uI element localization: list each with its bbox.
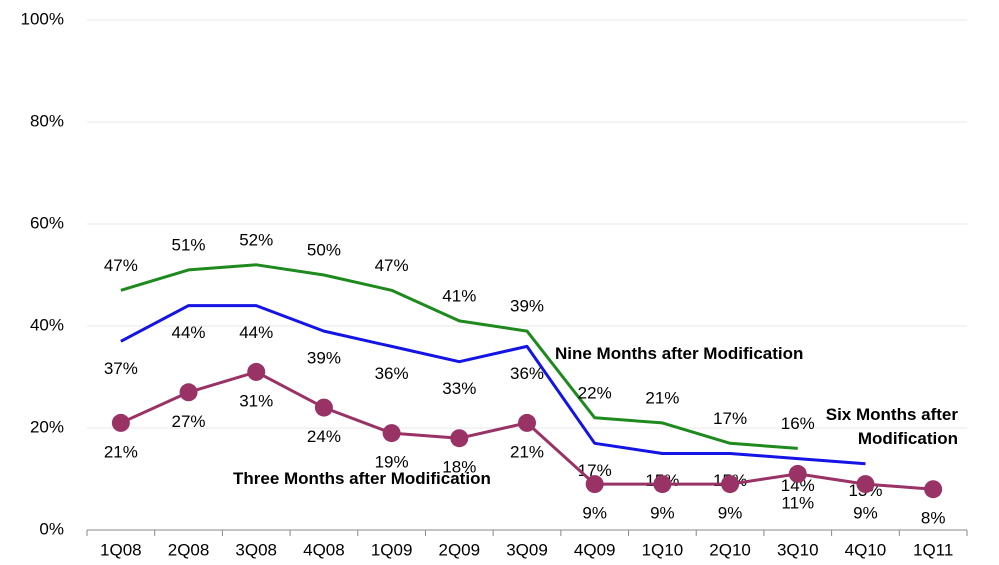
data-point — [314, 398, 333, 417]
data-label: 27% — [172, 412, 206, 431]
x-tick-label: 3Q09 — [506, 540, 548, 559]
data-label: 11% — [781, 493, 814, 512]
data-point — [111, 413, 130, 432]
series-line — [120, 304, 866, 466]
data-label: 36% — [375, 364, 409, 383]
data-label: 31% — [239, 391, 273, 410]
data-label: 41% — [442, 286, 476, 305]
data-point — [179, 383, 198, 402]
data-point — [788, 464, 807, 483]
data-point — [518, 413, 536, 432]
y-tick-label: 40% — [30, 315, 64, 334]
x-tick-label: 1Q10 — [642, 540, 684, 559]
data-label: 21% — [104, 442, 138, 461]
data-label: 51% — [172, 235, 206, 254]
data-label: 16% — [781, 414, 815, 433]
data-label: 39% — [510, 297, 544, 316]
data-label: 14% — [781, 476, 815, 495]
data-label: 19% — [375, 453, 409, 472]
series-label: Six Months after Modification — [825, 405, 958, 448]
data-label: 9% — [853, 504, 878, 523]
series-label: Nine Months after Modification — [555, 344, 804, 363]
data-label: 21% — [510, 442, 544, 461]
data-point — [585, 475, 604, 494]
data-point — [856, 475, 875, 494]
y-tick-label: 80% — [30, 111, 64, 130]
y-tick-label: 60% — [30, 213, 64, 232]
x-tick-label: 2Q09 — [439, 540, 481, 559]
data-label: 9% — [718, 504, 743, 523]
x-tick-label: 4Q10 — [845, 540, 887, 559]
data-label: 36% — [510, 364, 544, 383]
data-point — [247, 362, 266, 381]
data-label: 47% — [104, 256, 138, 275]
x-tick-label: 2Q08 — [168, 540, 210, 559]
x-tick-label: 2Q10 — [709, 540, 751, 559]
data-label: 8% — [921, 509, 946, 528]
data-point — [721, 475, 740, 494]
data-label: 22% — [578, 383, 612, 402]
data-point — [653, 475, 672, 494]
y-tick-label: 100% — [21, 9, 64, 28]
data-label: 21% — [645, 388, 679, 407]
x-tick-label: 4Q08 — [303, 540, 345, 559]
data-label: 9% — [650, 504, 675, 523]
data-label: 47% — [375, 256, 409, 275]
data-label: 50% — [307, 240, 341, 259]
x-tick-label: 1Q09 — [371, 540, 413, 559]
x-tick-label: 3Q10 — [777, 540, 819, 559]
series-line — [120, 263, 798, 450]
data-label: 37% — [104, 359, 138, 378]
data-point — [382, 424, 401, 443]
y-tick-label: 0% — [39, 519, 64, 538]
data-label: 17% — [713, 409, 747, 428]
x-tick-label: 3Q08 — [235, 540, 277, 559]
data-label: 33% — [442, 379, 476, 398]
data-label: 44% — [172, 323, 206, 342]
data-label: 18% — [442, 458, 476, 477]
data-label: 24% — [307, 427, 341, 446]
x-tick-label: 1Q11 — [913, 540, 953, 559]
x-tick-label: 1Q08 — [100, 540, 142, 559]
data-label: 39% — [307, 349, 341, 368]
y-tick-label: 20% — [30, 417, 64, 436]
data-point — [924, 480, 943, 499]
data-label: 52% — [239, 230, 273, 249]
data-label: 9% — [582, 504, 607, 523]
data-point — [450, 429, 469, 448]
data-label: 44% — [239, 323, 273, 342]
series-label: Three Months after Modification — [233, 469, 491, 488]
x-tick-label: 4Q09 — [574, 540, 616, 559]
